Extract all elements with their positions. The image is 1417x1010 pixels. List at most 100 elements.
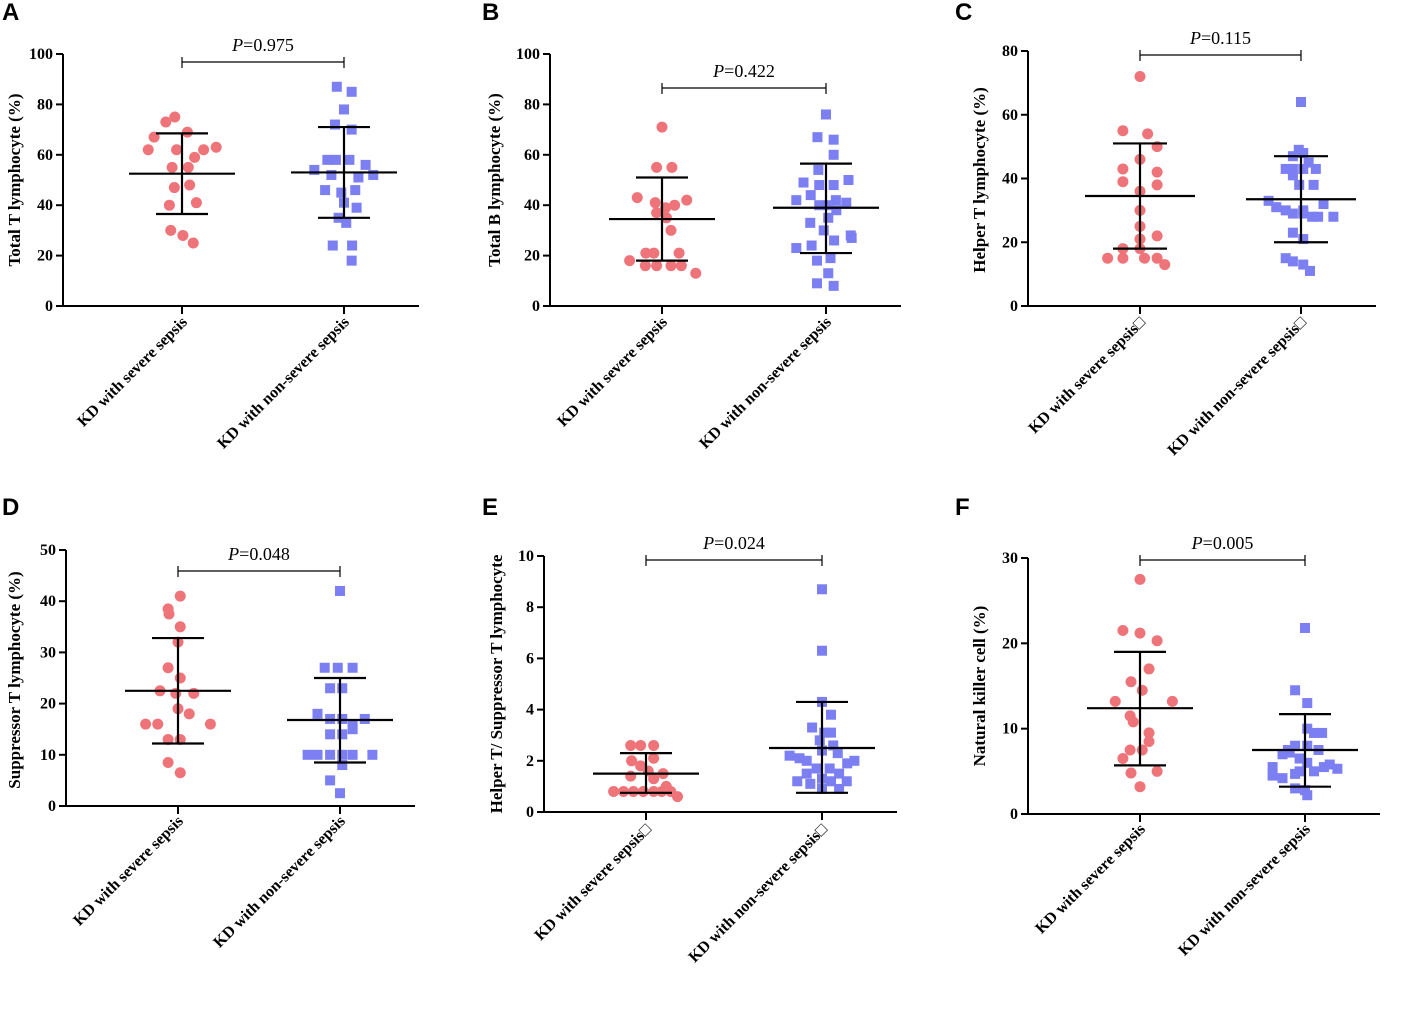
- data-point-non-severe: [842, 758, 853, 769]
- data-point-severe: [162, 756, 174, 768]
- data-point-non-severe: [1263, 195, 1274, 206]
- panel-d: D 0 10 20 30 40 50 Suppressor T lymphocyte (%) K…: [2, 494, 415, 951]
- data-point-non-severe: [828, 149, 839, 160]
- data-point-severe: [1151, 635, 1163, 647]
- data-point-severe: [651, 260, 663, 272]
- data-point-non-severe: [817, 645, 827, 656]
- data-point-severe: [165, 224, 177, 236]
- y-tick-label: 0: [1010, 298, 1018, 315]
- data-point-severe: [162, 733, 174, 745]
- data-point-non-severe: [811, 763, 822, 774]
- data-point-non-severe: [1277, 749, 1288, 760]
- data-point-non-severe: [309, 164, 320, 175]
- data-point-non-severe: [1313, 211, 1324, 222]
- data-point-non-severe: [1318, 762, 1329, 773]
- data-point-severe: [1102, 252, 1114, 264]
- data-point-severe: [142, 144, 154, 156]
- data-point-non-severe: [828, 134, 839, 145]
- data-point-non-severe: [322, 154, 333, 165]
- data-point-non-severe: [826, 776, 836, 787]
- data-point-non-severe: [368, 169, 379, 180]
- y-tick-label: 20: [1002, 635, 1018, 652]
- data-point-severe: [190, 197, 202, 209]
- data-point-non-severe: [350, 185, 361, 196]
- data-point-non-severe: [347, 240, 358, 251]
- y-tick-label: 80: [524, 96, 540, 113]
- y-tick-label: 30: [1002, 550, 1018, 567]
- data-point-severe: [1166, 695, 1178, 707]
- data-point-non-severe: [319, 662, 330, 673]
- data-point-non-severe: [347, 749, 358, 760]
- y-tick-label: 20: [40, 696, 56, 713]
- data-point-non-severe: [347, 662, 358, 673]
- data-point-non-severe: [805, 190, 816, 201]
- p-value-label: P=0.005: [1191, 533, 1254, 553]
- data-point-severe: [681, 194, 693, 206]
- data-point-non-severe: [798, 177, 809, 188]
- data-point-severe: [648, 773, 660, 785]
- data-point-non-severe: [346, 255, 357, 266]
- data-point-non-severe: [823, 212, 834, 223]
- panel-e: E 0 2 4 6 8 10 Helper T/ Suppressor T lymphocyt…: [482, 494, 897, 966]
- data-point-non-severe: [341, 217, 352, 228]
- p-value: =0.005: [1203, 533, 1254, 553]
- data-point-severe: [1125, 676, 1137, 688]
- data-point-non-severe: [812, 278, 822, 289]
- data-point-non-severe: [831, 205, 842, 216]
- data-point-non-severe: [360, 159, 371, 170]
- x-category-label: KD with severe sepsis: [74, 314, 190, 430]
- data-point-non-severe: [828, 280, 839, 291]
- data-point-severe: [1117, 176, 1129, 188]
- data-point-non-severe: [326, 169, 337, 180]
- data-point-non-severe: [828, 740, 839, 751]
- data-point-non-severe: [817, 584, 827, 595]
- data-point-non-severe: [347, 719, 358, 730]
- data-point-severe: [1109, 695, 1121, 707]
- x-category-label: KD with non-severe sepsis: [1175, 821, 1313, 959]
- data-point-non-severe: [1287, 163, 1298, 174]
- data-point-severe: [651, 207, 663, 219]
- data-point-non-severe: [791, 195, 802, 206]
- data-point-non-severe: [312, 749, 323, 760]
- y-tick-label: 60: [37, 147, 53, 164]
- y-tick-label: 0: [1010, 806, 1018, 823]
- x-category-label: KD with non-severe sepsis□: [686, 821, 832, 967]
- data-point-non-severe: [1290, 768, 1301, 779]
- data-point-non-severe: [347, 724, 358, 735]
- p-value-label: P=0.024: [702, 533, 765, 553]
- data-point-non-severe: [1303, 157, 1314, 168]
- panel-letter: D: [2, 494, 19, 521]
- y-tick-label: 40: [1002, 171, 1018, 188]
- data-point-non-severe: [792, 776, 803, 787]
- data-point-non-severe: [1309, 727, 1319, 738]
- p-value: =0.048: [239, 544, 290, 564]
- data-point-non-severe: [826, 709, 836, 720]
- data-point-non-severe: [1280, 253, 1291, 264]
- data-point-non-severe: [335, 788, 345, 799]
- y-tick-label: 100: [516, 46, 540, 63]
- y-axis-label: Natural killer cell (%): [970, 606, 989, 767]
- data-point-non-severe: [1287, 227, 1298, 238]
- data-point-severe: [1151, 252, 1163, 264]
- data-point-severe: [171, 144, 183, 156]
- data-point-non-severe: [834, 783, 845, 794]
- y-tick-label: 10: [1002, 721, 1018, 738]
- p-symbol: P: [1191, 533, 1203, 553]
- y-tick-label: 4: [526, 702, 534, 719]
- data-point-non-severe: [805, 778, 816, 789]
- p-symbol: P: [227, 544, 239, 564]
- data-point-non-severe: [829, 235, 840, 246]
- data-point-severe: [624, 255, 636, 267]
- y-axis-label: Suppressor T lymphocyte (%): [5, 571, 24, 788]
- y-tick-label: 10: [40, 747, 56, 764]
- data-point-severe: [1151, 765, 1163, 777]
- data-point-non-severe: [312, 708, 323, 719]
- data-point-non-severe: [814, 180, 825, 191]
- data-point-severe: [690, 267, 702, 279]
- data-point-non-severe: [1298, 208, 1309, 219]
- data-point-non-severe: [1302, 740, 1313, 751]
- data-point-severe: [163, 199, 175, 211]
- data-point-non-severe: [801, 768, 812, 779]
- y-tick-label: 100: [29, 46, 53, 63]
- data-point-non-severe: [1332, 763, 1343, 774]
